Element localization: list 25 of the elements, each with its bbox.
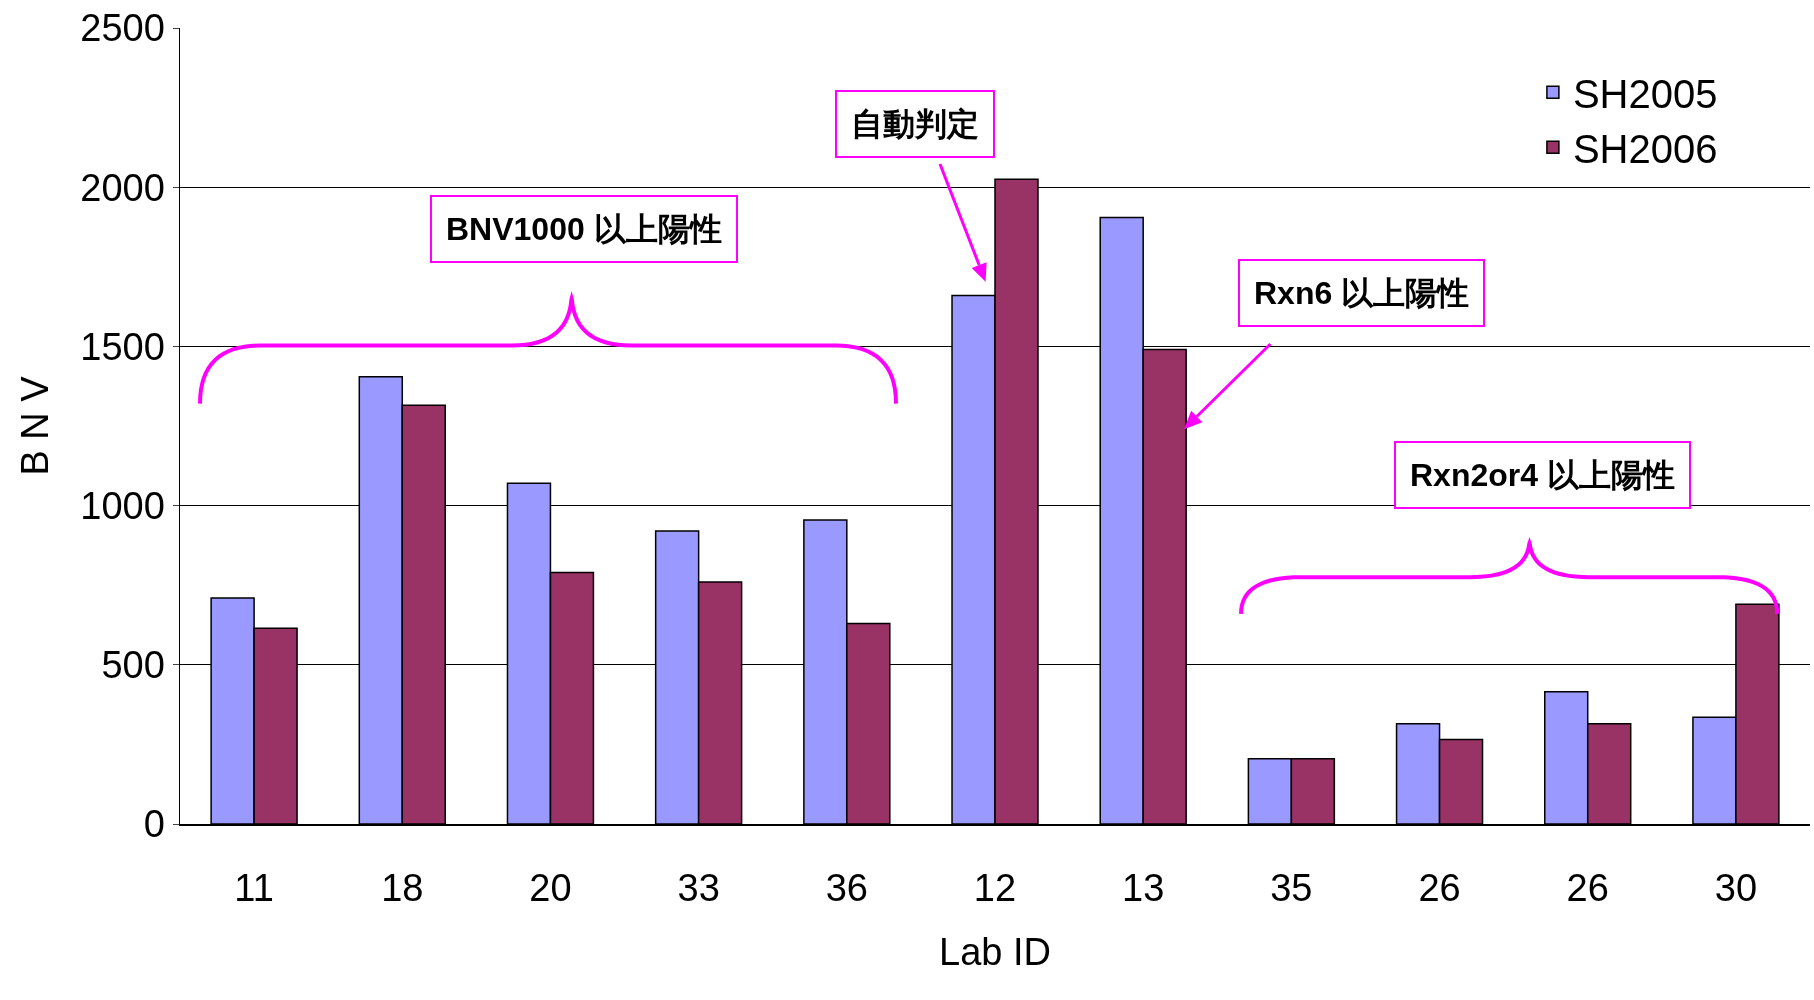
annotation: BNV1000 以上陽性 [446,211,722,247]
y-tick-label: 2000 [80,166,165,209]
annotation: 自動判定 [851,106,979,142]
y-tick-label: 0 [143,803,165,846]
x-tick-label: 12 [973,867,1017,910]
x-tick-label: 18 [381,867,424,910]
y-axis-title: B N V [13,375,56,476]
x-tick-label: 36 [825,867,868,910]
x-tick-label: 30 [1714,867,1758,910]
legend-label: SH2005 [1572,71,1718,116]
y-tick-label: 1000 [80,484,165,527]
x-tick-label: 26 [1418,867,1461,910]
y-tick-label: 500 [101,644,165,687]
x-tick-label: 33 [677,867,720,910]
y-tick-label: 2500 [80,7,165,50]
y-tick-label: 1500 [80,325,165,368]
legend-label: SH2006 [1572,126,1718,171]
x-axis-title: Lab ID [939,930,1051,973]
x-tick-label: 13 [1122,867,1165,910]
x-tick-label: 20 [529,867,572,910]
x-tick-label: 35 [1270,867,1313,910]
annotation: Rxn2or4 以上陽性 [1410,457,1675,493]
annotation: Rxn6 以上陽性 [1254,275,1470,311]
x-tick-label: 26 [1566,867,1609,910]
x-tick-label: 11 [234,867,274,910]
